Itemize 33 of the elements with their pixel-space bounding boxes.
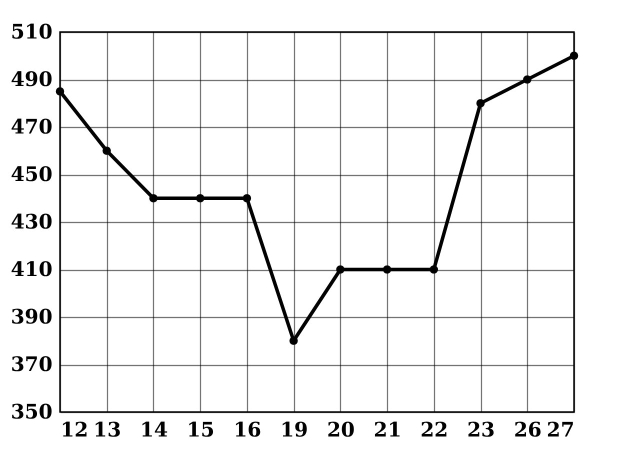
x-tick-label: 13 <box>93 418 122 442</box>
point <box>196 194 204 202</box>
point <box>523 75 532 84</box>
point <box>570 52 578 60</box>
y-tick-label: 410 <box>10 257 52 281</box>
point <box>289 336 298 345</box>
x-tick-label: 22 <box>420 418 448 442</box>
y-tick-label: 350 <box>10 400 52 424</box>
x-tick-label: 16 <box>233 418 262 442</box>
x-tick-label: 12 <box>60 418 88 442</box>
x-tick-label: 14 <box>140 418 168 442</box>
x-tick-label: 26 <box>514 418 542 442</box>
x-tick-label: 20 <box>326 418 355 442</box>
point <box>149 194 158 202</box>
x-tick-label: 21 <box>374 418 402 442</box>
y-tick-label: 450 <box>10 162 52 186</box>
y-tick-label: 430 <box>10 210 52 234</box>
point <box>382 265 392 274</box>
x-tick-label: 15 <box>186 418 215 442</box>
point <box>336 265 345 274</box>
y-tick-label: 390 <box>10 304 52 328</box>
y-tick-label: 370 <box>10 352 52 376</box>
y-tick-label: 510 <box>10 20 52 44</box>
point <box>242 194 252 202</box>
x-tick-label: 19 <box>280 418 308 442</box>
x-tick-label: 27 <box>546 418 574 442</box>
point <box>102 146 111 155</box>
point <box>476 99 485 108</box>
point <box>56 87 64 96</box>
x-tick-label: 23 <box>467 418 495 442</box>
y-tick-label: 470 <box>10 114 52 138</box>
y-tick-label: 490 <box>10 67 52 91</box>
point <box>430 265 438 274</box>
